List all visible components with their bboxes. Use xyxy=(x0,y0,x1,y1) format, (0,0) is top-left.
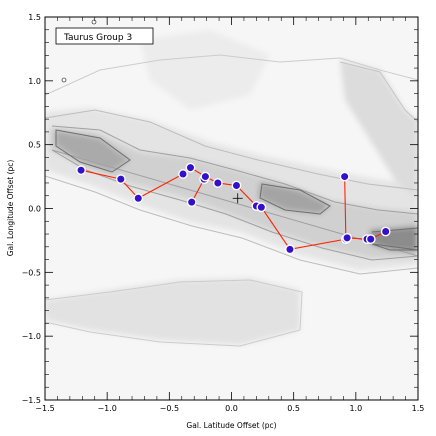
edge-marker-left xyxy=(61,77,67,83)
contour-inner-left xyxy=(55,129,131,173)
edge-0 xyxy=(80,169,121,180)
edge-11 xyxy=(289,238,346,250)
edge-marker-top xyxy=(91,19,97,25)
contour-outer xyxy=(45,109,418,191)
x-tick-label-0: −1.5 xyxy=(35,404,54,413)
edge-10 xyxy=(260,206,291,250)
x-tick-label-3: 0.0 xyxy=(225,404,238,413)
y-tick-label-6: 1.5 xyxy=(28,13,41,22)
data-point-11 xyxy=(256,202,267,213)
y-tick-label-4: 0.5 xyxy=(28,141,41,150)
x-tick-label-5: 1.0 xyxy=(349,404,362,413)
y-axis-label: Gal. Longitude Offset (pc) xyxy=(6,160,15,257)
contour-inner-center xyxy=(259,183,331,215)
data-point-7 xyxy=(178,169,188,179)
plot-frame xyxy=(44,16,419,401)
legend: Taurus Group 3 xyxy=(55,27,154,45)
y-tick-label-0: −1.5 xyxy=(22,396,41,405)
edge-12 xyxy=(344,176,347,240)
density-map xyxy=(45,30,418,347)
data-point-15 xyxy=(342,232,353,243)
data-point-2 xyxy=(133,193,144,204)
contour-mid xyxy=(51,125,418,261)
data-point-0 xyxy=(76,165,86,176)
x-tick-label-4: 0.5 xyxy=(287,404,300,413)
contour-right-lobe xyxy=(339,61,418,123)
contour-inner-right xyxy=(371,227,418,251)
contour-outer-lower xyxy=(45,175,418,275)
density-level-6 xyxy=(340,60,418,200)
x-tick-labels: −1.5 −1.0 −0.5 0.0 0.5 1.0 1.5 xyxy=(35,404,424,413)
data-point-18 xyxy=(380,226,391,237)
data-point-9 xyxy=(231,180,242,191)
data-point-14 xyxy=(339,171,350,182)
data-point-17 xyxy=(365,234,376,245)
edge-2 xyxy=(137,173,184,199)
density-level-2 xyxy=(50,128,418,258)
x-tick-label-2: −0.5 xyxy=(160,404,179,413)
data-point-6 xyxy=(185,162,196,173)
data-point-1 xyxy=(115,174,126,185)
y-tick-label-3: 0.0 xyxy=(28,205,41,214)
data-point-8 xyxy=(212,178,223,188)
x-tick-label-6: 1.5 xyxy=(412,404,425,413)
data-point-12 xyxy=(285,244,295,255)
contour-lower-band xyxy=(45,279,303,347)
y-tick-label-2: −0.5 xyxy=(22,268,41,277)
y-tick-label-1: −1.0 xyxy=(22,332,41,341)
legend-label: Taurus Group 3 xyxy=(63,33,132,43)
y-tick-labels: −1.5 −1.0 −0.5 0.0 0.5 1.0 1.5 xyxy=(22,13,41,405)
density-level-8 xyxy=(140,30,270,110)
density-level-7 xyxy=(45,278,300,345)
point-layer xyxy=(76,162,391,255)
center-plus-marker xyxy=(232,193,243,204)
y-tick-label-5: 1.0 xyxy=(28,77,41,86)
legend-box xyxy=(55,27,154,45)
data-point-3 xyxy=(186,197,197,208)
x-tick-label-1: −1.0 xyxy=(97,404,116,413)
density-level-3 xyxy=(55,130,130,172)
contour-upper-band xyxy=(45,54,418,96)
data-point-5 xyxy=(200,171,211,182)
x-axis-label: Gal. Latitude Offset (pc) xyxy=(186,421,276,430)
